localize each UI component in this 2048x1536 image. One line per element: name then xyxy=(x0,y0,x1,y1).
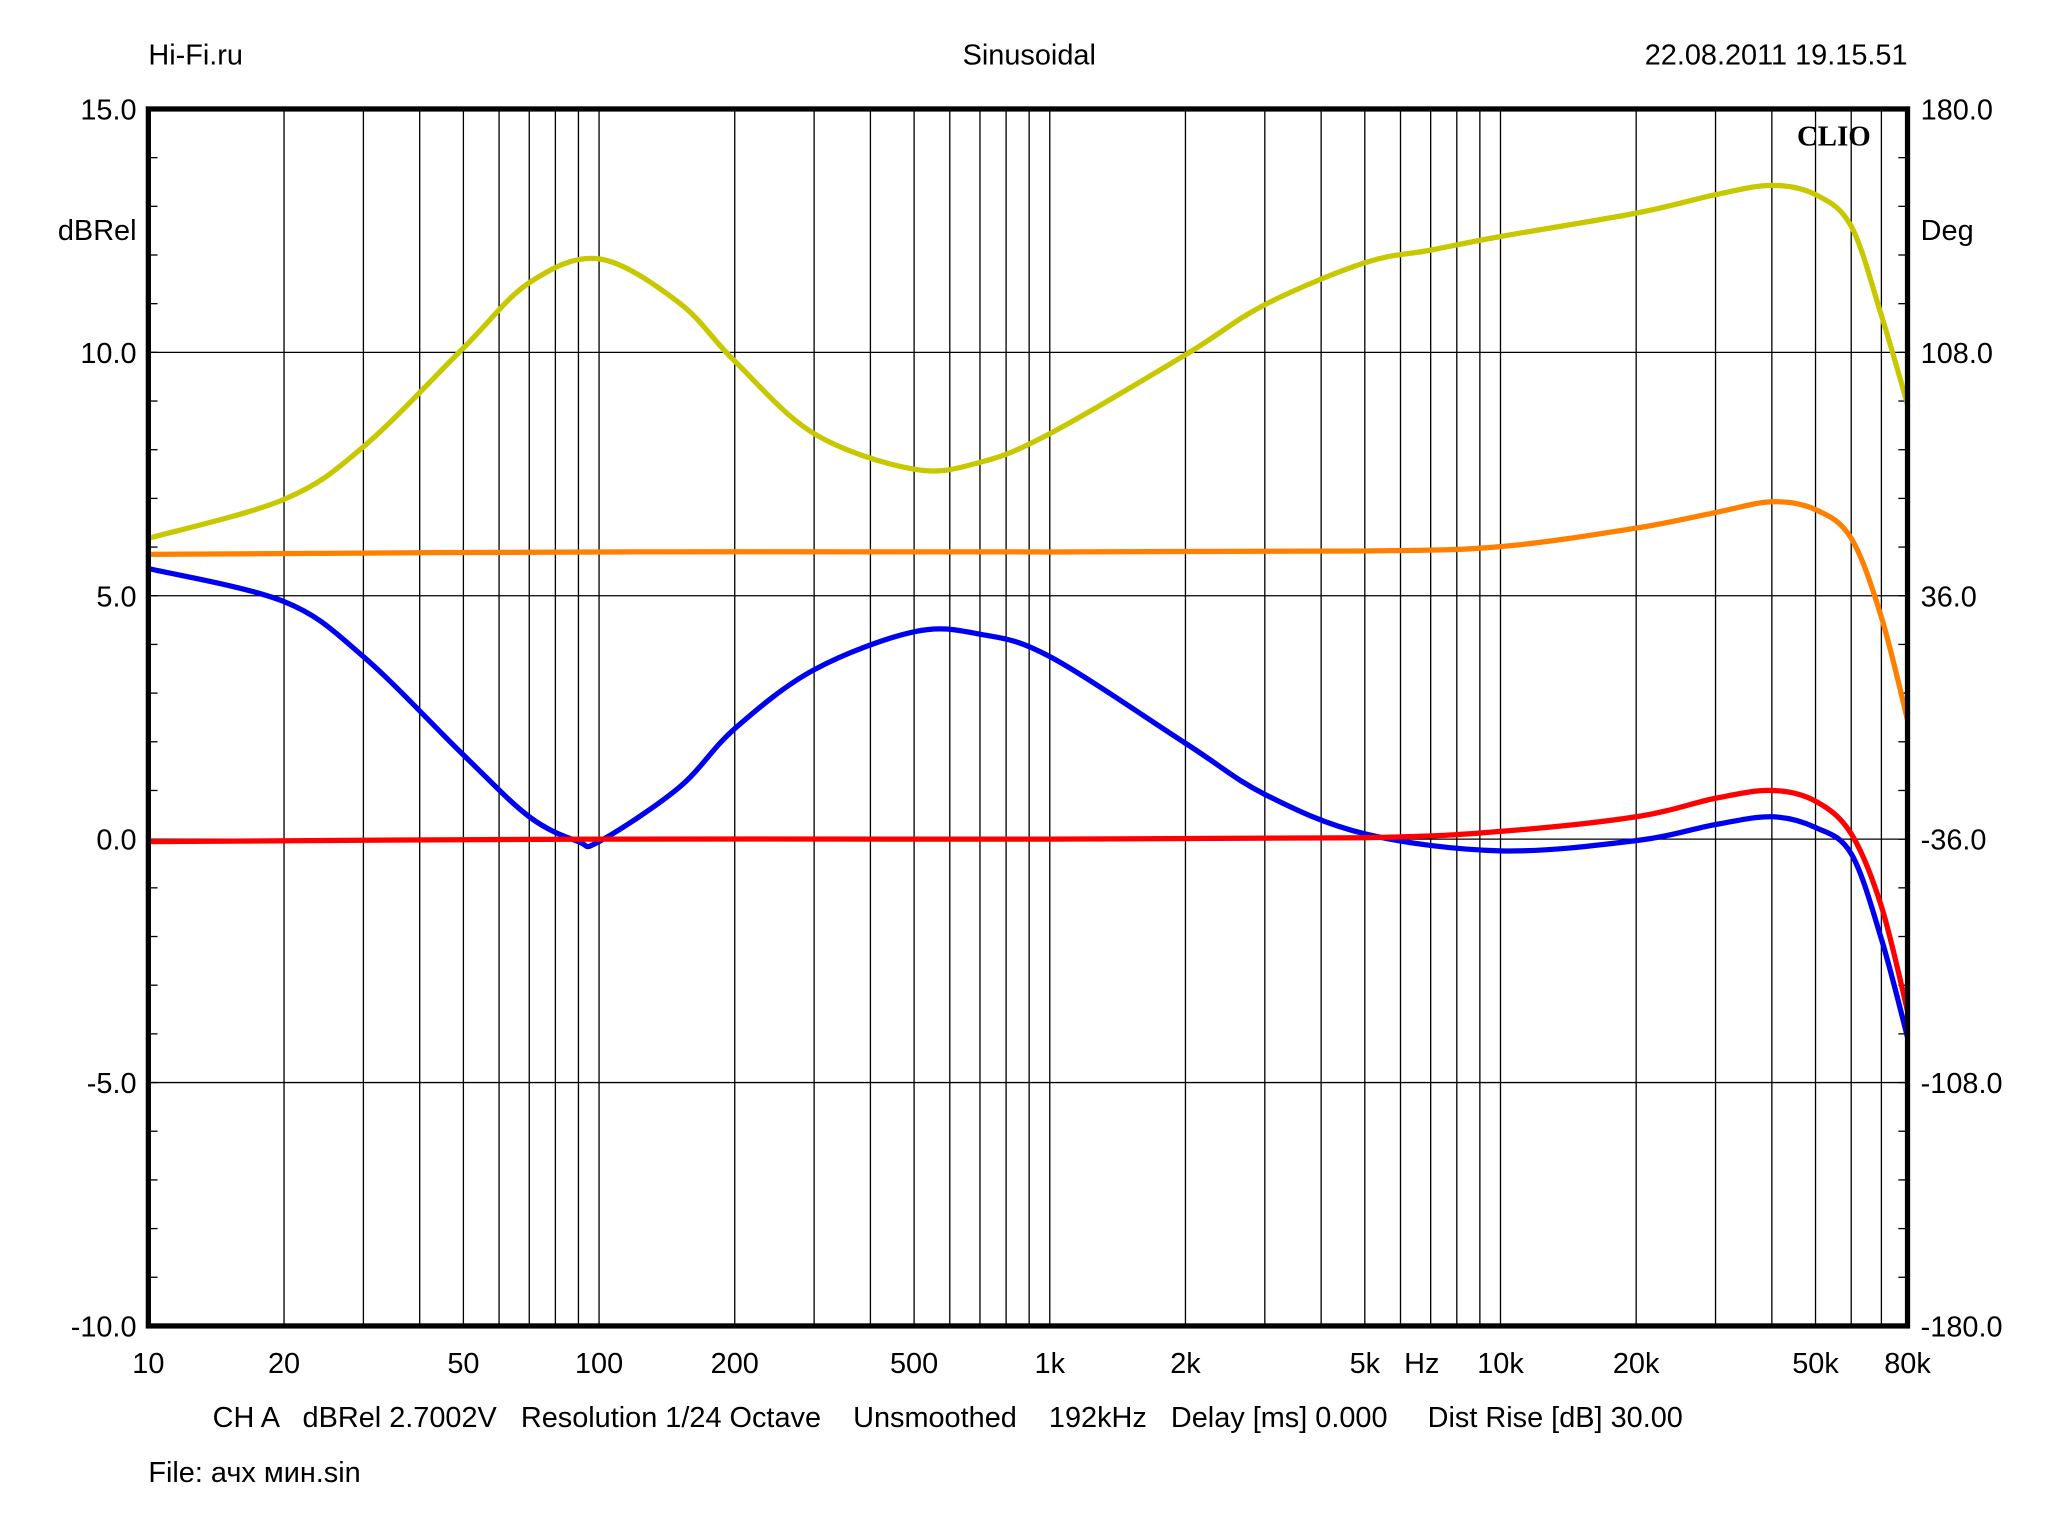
y2-tick-label: 36.0 xyxy=(1921,581,1977,613)
y-tick-label: 15.0 xyxy=(80,94,136,126)
x-tick-label: 50k xyxy=(1792,1348,1839,1380)
y-tick-label: 0.0 xyxy=(96,825,136,857)
x-tick-label: 10k xyxy=(1477,1348,1524,1380)
y2-tick-label: -180.0 xyxy=(1921,1311,2003,1343)
series-group xyxy=(147,182,1911,1038)
x-tick-label: 200 xyxy=(711,1348,759,1380)
y2-axis-label: Deg xyxy=(1921,215,1974,247)
x-tick-label: 10 xyxy=(132,1348,164,1380)
x-unit-label: Hz xyxy=(1404,1348,1439,1380)
x-tick-label: 1k xyxy=(1035,1348,1066,1380)
y-tick-label: -10.0 xyxy=(71,1311,137,1343)
y-tick-label: 5.0 xyxy=(96,581,136,613)
x-tick-label: 2k xyxy=(1170,1348,1201,1380)
footer-file: File: ачх мин.sin xyxy=(148,1457,360,1489)
footer-settings: CH A dBRel 2.7002V Resolution 1/24 Octav… xyxy=(213,1402,1683,1434)
series-line-4 xyxy=(148,787,1911,1012)
y-tick-label: 10.0 xyxy=(80,338,136,370)
header-title: Sinusoidal xyxy=(963,39,1096,71)
x-tick-label: 100 xyxy=(575,1348,623,1380)
y-axis-label: dBRel xyxy=(58,215,137,247)
y2-tick-label: 108.0 xyxy=(1921,338,1993,370)
x-tick-label: 5k xyxy=(1350,1348,1381,1380)
series-line-3 xyxy=(147,565,1911,1038)
grid xyxy=(148,108,1908,1326)
plot-frame xyxy=(145,106,1911,1329)
header-left: Hi-Fi.ru xyxy=(148,39,243,71)
y2-tick-label: -108.0 xyxy=(1921,1068,2003,1100)
x-tick-label: 500 xyxy=(890,1348,938,1380)
series-line-1 xyxy=(147,182,1911,541)
y-tick-label: -5.0 xyxy=(87,1068,137,1100)
clio-logo: CLIO xyxy=(1797,121,1871,153)
x-tick-label: 20 xyxy=(268,1348,300,1380)
x-tick-label: 20k xyxy=(1613,1348,1660,1380)
series-line-2 xyxy=(148,499,1911,721)
header-timestamp: 22.08.2011 19.15.51 xyxy=(1645,39,1908,71)
x-tick-label: 50 xyxy=(447,1348,479,1380)
x-tick-label: 80k xyxy=(1884,1348,1931,1380)
y2-tick-label: 180.0 xyxy=(1921,94,1993,126)
y2-tick-label: -36.0 xyxy=(1921,825,1987,857)
